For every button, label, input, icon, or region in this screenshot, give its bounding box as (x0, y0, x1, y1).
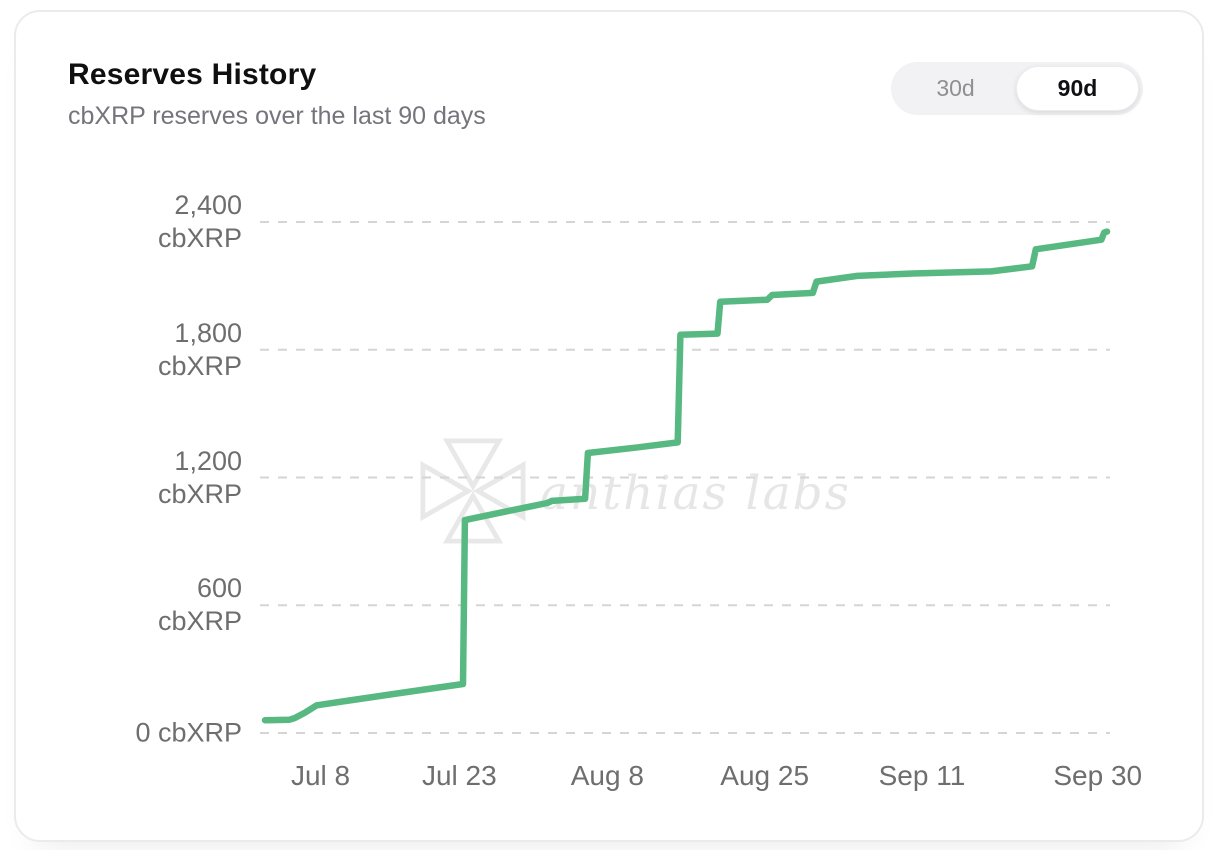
reserves-chart: anthias labs 2,400 cbXRP 1,800 cbXRP 1,200 cb… (16, 12, 1206, 844)
range-option-30d[interactable]: 30d (895, 66, 1016, 111)
x-tick-label-sep-11: Sep 11 (878, 760, 966, 791)
x-tick-label-aug-8: Aug 8 (570, 760, 644, 791)
x-tick-label-aug-25: Aug 25 (720, 760, 810, 791)
x-tick-label-jul-8: Jul 8 (290, 760, 351, 791)
chart-plot[interactable] (16, 12, 1206, 844)
y-tick-label-1800: 1,800 cbXRP (157, 317, 242, 381)
page-subtitle: cbXRP reserves over the last 90 days (68, 102, 486, 130)
y-tick-label-2400: 2,400 cbXRP (157, 190, 242, 253)
card-header: Reserves History cbXRP reserves over the… (68, 58, 486, 131)
y-tick-label-1200: 1,200 cbXRP (157, 445, 242, 509)
page-title: Reserves History (68, 58, 317, 91)
range-toggle: 30d 90d (891, 62, 1143, 115)
range-option-90d[interactable]: 90d (1016, 66, 1139, 111)
x-tick-label-sep-30: Sep 30 (1053, 760, 1143, 791)
reserves-history-card: Reserves History cbXRP reserves over the… (14, 10, 1204, 842)
x-tick-label-jul-23: Jul 23 (421, 760, 497, 791)
y-tick-label-600: 600 cbXRP (157, 573, 242, 637)
y-tick-label-0: 0 cbXRP (135, 717, 242, 748)
reserves-line-series (261, 228, 1111, 724)
